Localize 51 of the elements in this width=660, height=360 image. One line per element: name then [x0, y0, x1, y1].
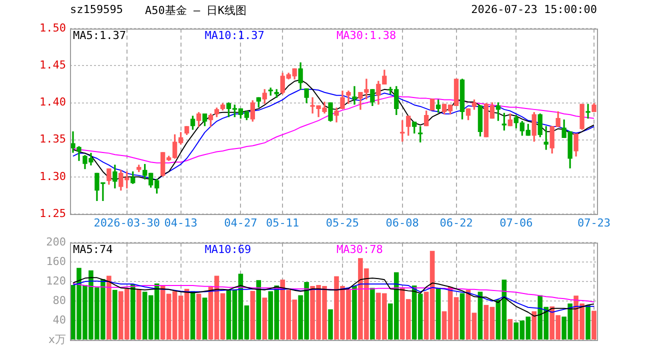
y-tick-label: 1.50 — [40, 21, 66, 34]
x-tick-label: 2026-03-30 — [94, 216, 160, 230]
text: sz159595 — [70, 3, 123, 16]
bar — [532, 311, 537, 340]
y-tick-label: 160 — [46, 254, 66, 268]
text: MA10:1.37 — [204, 28, 264, 42]
y-tick-label: x万 — [48, 332, 66, 346]
text: MA5:1.37 — [73, 28, 126, 42]
bar — [106, 276, 112, 340]
y-tick-label: 80 — [52, 294, 66, 307]
chart-title: A50基金 — 日K线图 — [145, 3, 246, 18]
bar — [250, 290, 256, 340]
bar — [478, 292, 483, 340]
bar — [130, 284, 136, 340]
bar — [202, 298, 208, 340]
bar — [328, 309, 333, 340]
bar — [196, 294, 202, 340]
bar — [256, 280, 262, 340]
text: 2026-07-23 15:00:00 — [471, 3, 597, 16]
bar — [436, 288, 441, 340]
text: MA5:74 — [73, 242, 114, 256]
y-tick-label: 40 — [52, 313, 66, 326]
text: MA30:1.38 — [336, 28, 396, 42]
text: MA10:69 — [204, 242, 252, 256]
y-tick-label: 1.30 — [40, 170, 66, 183]
candlestick — [430, 98, 435, 111]
bar — [370, 288, 375, 340]
x-tick-label: 05-11 — [266, 216, 300, 230]
bar — [262, 298, 268, 340]
bar — [136, 289, 142, 340]
x-tick-label: 05-25 — [326, 216, 360, 230]
y-tick-label: 1.45 — [40, 58, 66, 72]
bar — [508, 319, 513, 340]
x-tick-label: 06-08 — [386, 216, 419, 230]
y-tick-label: 120 — [46, 274, 66, 288]
bar — [592, 310, 596, 340]
bar — [190, 291, 196, 340]
x-tick-label: 06-22 — [440, 216, 473, 230]
y-tick-label: 200 — [46, 235, 66, 248]
text: MA30:78 — [336, 242, 383, 256]
bar — [586, 304, 590, 340]
x-tick-label: 04-27 — [224, 216, 258, 230]
y-tick-label: 1.25 — [40, 206, 66, 220]
bar — [352, 286, 357, 340]
x-tick-label: 07-23 — [577, 216, 611, 230]
bar — [460, 293, 465, 340]
y-tick-label: 1.40 — [40, 96, 66, 109]
x-tick-label: 04-13 — [164, 216, 198, 230]
y-tick-label: 1.35 — [40, 132, 66, 146]
bar — [112, 290, 118, 340]
x-tick-label: 07-06 — [500, 216, 533, 230]
